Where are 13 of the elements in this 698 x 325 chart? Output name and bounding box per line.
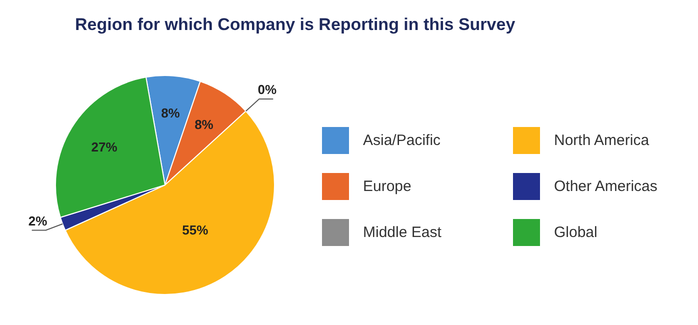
legend-label: Middle East [363,224,442,240]
data-label: 55% [182,222,209,238]
data-label: 27% [91,139,118,154]
chart-title: Region for which Company is Reporting in this Survey [75,15,516,35]
legend-label: Other Americas [554,178,658,194]
legend-label: Asia/Pacific [363,132,441,148]
data-label: 2% [28,213,48,228]
data-label: 8% [194,117,214,132]
text: 0% [258,82,277,98]
legend-label: Europe [363,178,412,194]
legend-label: Global [554,224,598,240]
data-label: 8% [161,106,180,121]
legend-label: North America [554,132,650,148]
